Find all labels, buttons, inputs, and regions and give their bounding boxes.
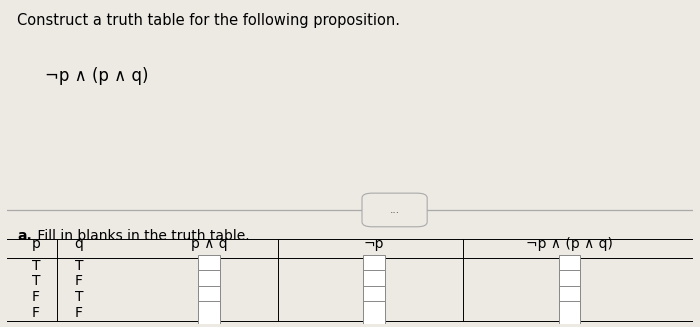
Text: a.: a. [18, 229, 32, 243]
Bar [198, 270, 220, 293]
Bar [198, 301, 220, 324]
Text: F: F [75, 306, 83, 320]
Text: T: T [75, 290, 83, 304]
Text: T: T [32, 274, 40, 288]
Text: Construct a truth table for the following proposition.: Construct a truth table for the followin… [18, 13, 400, 28]
Text: ¬p ∧ (p ∧ q): ¬p ∧ (p ∧ q) [526, 237, 613, 250]
Text: Fill in blanks in the truth table.: Fill in blanks in the truth table. [33, 229, 250, 243]
Text: F: F [32, 290, 40, 304]
Bar [559, 270, 580, 293]
Text: F: F [75, 274, 83, 288]
Bar [363, 255, 385, 277]
Bar [559, 286, 580, 308]
Bar [198, 255, 220, 277]
Text: p ∧ q: p ∧ q [191, 237, 228, 250]
Text: ¬p ∧ (p ∧ q): ¬p ∧ (p ∧ q) [45, 67, 148, 85]
Bar [559, 255, 580, 277]
Text: q: q [75, 237, 83, 250]
Bar [363, 270, 385, 293]
Text: ...: ... [389, 205, 400, 215]
FancyBboxPatch shape [362, 193, 427, 227]
Text: ¬p: ¬p [364, 237, 384, 250]
Text: T: T [32, 259, 40, 273]
Bar [363, 286, 385, 308]
Text: F: F [32, 306, 40, 320]
Bar [559, 301, 580, 324]
Bar [363, 301, 385, 324]
Bar [198, 286, 220, 308]
Text: T: T [75, 259, 83, 273]
Text: p: p [32, 237, 40, 250]
